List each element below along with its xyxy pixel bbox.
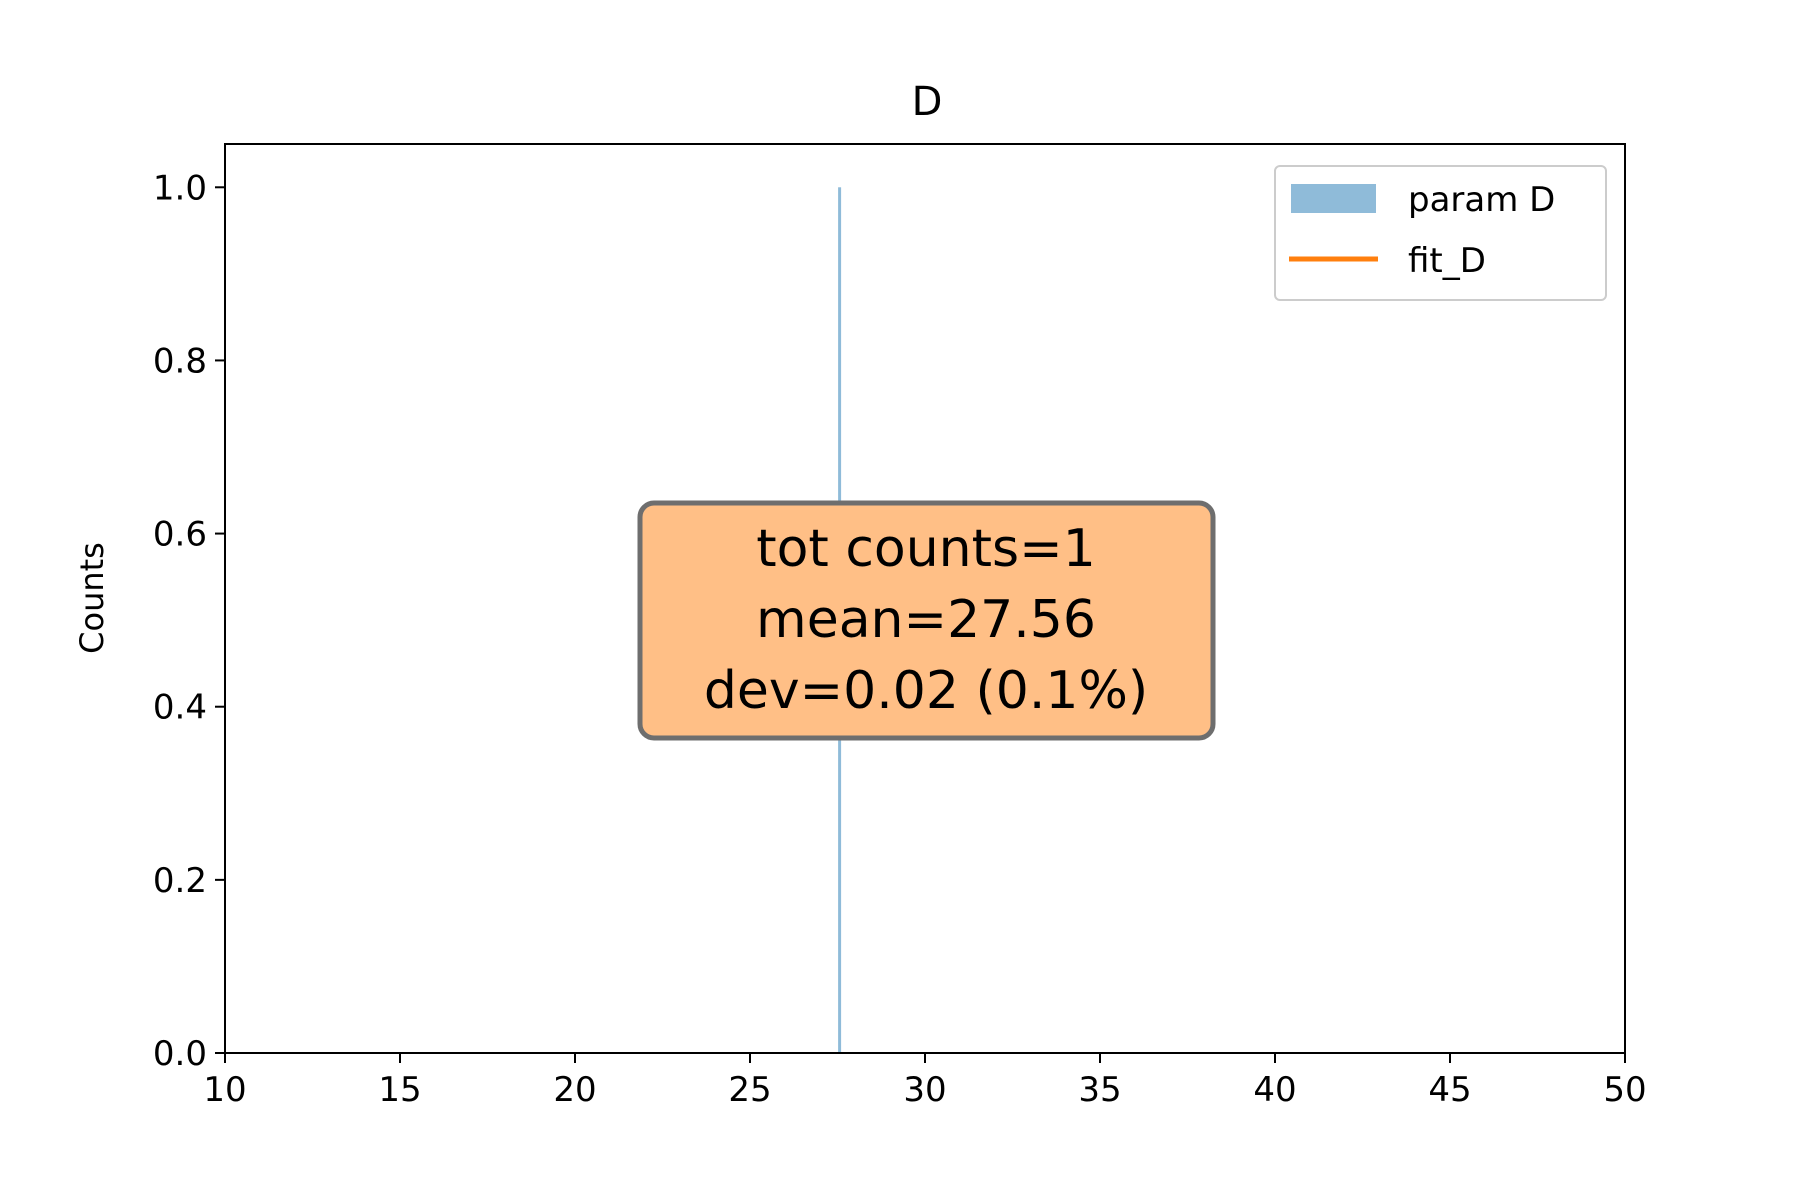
x-tick-label: 40 <box>1253 1070 1296 1110</box>
x-tick-label: 10 <box>203 1070 246 1110</box>
legend-swatch-param-d <box>1291 184 1376 213</box>
y-tick-label: 0.8 <box>153 341 207 381</box>
x-tick-label: 20 <box>553 1070 596 1110</box>
chart-title: D <box>912 79 943 125</box>
stats-annotation-box: tot counts=1 mean=27.56 dev=0.02 (0.1%) <box>637 500 1216 741</box>
y-tick-label: 1.0 <box>153 168 207 208</box>
annotation-line-deviation: dev=0.02 (0.1%) <box>704 661 1148 721</box>
x-tick-label: 15 <box>378 1070 421 1110</box>
annotation-line-total-counts: tot counts=1 <box>756 519 1096 579</box>
y-tick-label: 0.0 <box>153 1034 207 1074</box>
y-axis: 0.0 0.2 0.4 0.6 0.8 1.0 <box>153 168 225 1074</box>
x-tick-label: 50 <box>1603 1070 1646 1110</box>
stats-annotation-background <box>637 500 1216 741</box>
x-tick-label: 45 <box>1428 1070 1471 1110</box>
x-tick-label: 25 <box>728 1070 771 1110</box>
y-tick-label: 0.6 <box>153 515 207 555</box>
legend-label-fit-d: fit_D <box>1408 241 1486 281</box>
x-axis: 10 15 20 25 30 35 40 45 50 <box>203 1053 1647 1110</box>
y-tick-label: 0.2 <box>153 861 207 901</box>
annotation-line-mean: mean=27.56 <box>756 590 1096 650</box>
legend: param D fit_D <box>1274 165 1607 301</box>
y-tick-label: 0.4 <box>153 688 207 728</box>
x-tick-label: 35 <box>1078 1070 1121 1110</box>
y-axis-label: Counts <box>73 542 111 654</box>
x-tick-label: 30 <box>903 1070 946 1110</box>
legend-label-param-d: param D <box>1408 180 1555 220</box>
